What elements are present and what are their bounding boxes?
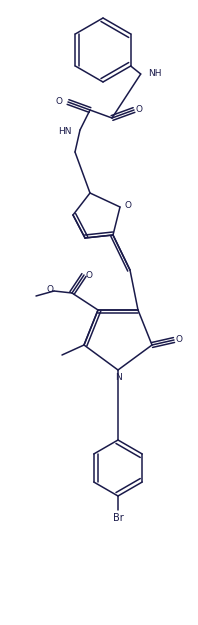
Text: O: O bbox=[47, 286, 53, 294]
Text: Br: Br bbox=[113, 513, 123, 523]
Text: O: O bbox=[56, 98, 63, 106]
Text: O: O bbox=[135, 106, 143, 114]
Text: HN: HN bbox=[58, 127, 72, 136]
Text: O: O bbox=[175, 336, 183, 344]
Text: N: N bbox=[115, 374, 121, 382]
Text: NH: NH bbox=[148, 69, 161, 79]
Text: O: O bbox=[125, 201, 131, 209]
Text: O: O bbox=[86, 271, 92, 279]
